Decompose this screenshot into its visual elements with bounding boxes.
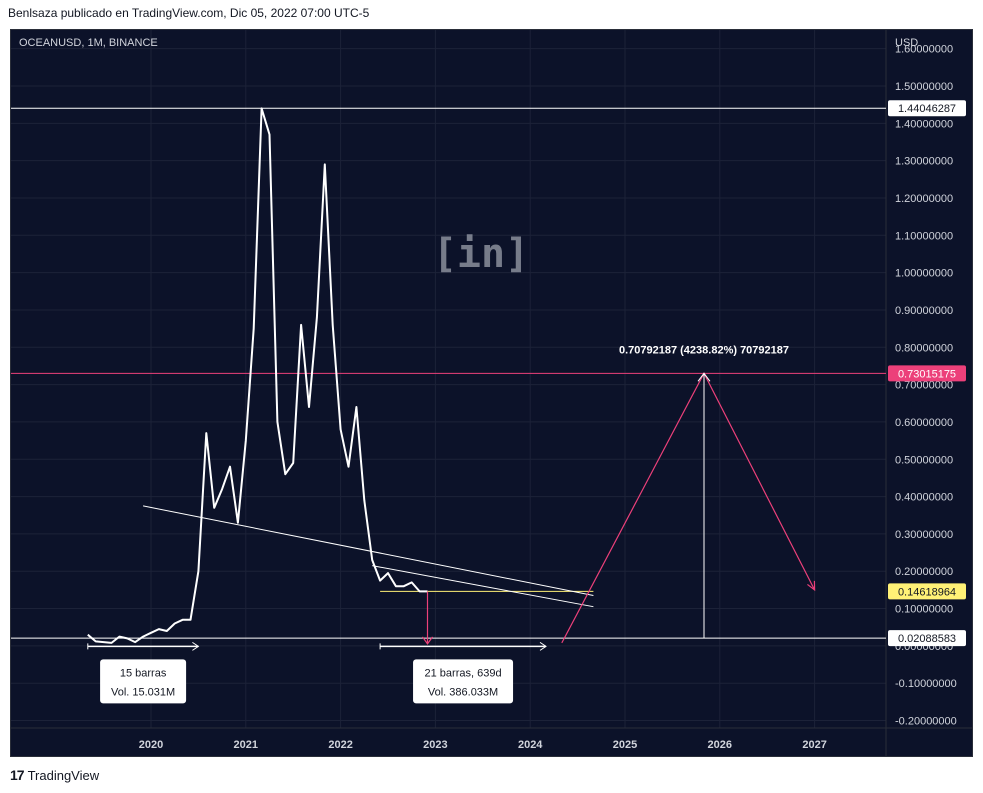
y-tick-label: 0.90000000 bbox=[895, 305, 953, 317]
y-tick-label: 0.50000000 bbox=[895, 454, 953, 466]
range-volume-label: Vol. 15.031M bbox=[111, 686, 175, 698]
price-tag-label: 1.44046287 bbox=[898, 103, 956, 115]
price-line-series bbox=[87, 107, 428, 644]
x-tick-label: 2024 bbox=[518, 739, 543, 751]
x-tick-label: 2021 bbox=[234, 739, 258, 751]
x-tick-label: 2022 bbox=[328, 739, 352, 751]
x-tick-label: 2020 bbox=[139, 739, 163, 751]
range-bars-label: 21 barras, 639d bbox=[425, 667, 502, 679]
y-tick-label: 1.50000000 bbox=[895, 81, 953, 93]
measure-label: 0.70792187 (4238.82%) 70792187 bbox=[619, 344, 789, 356]
grid bbox=[11, 30, 886, 728]
y-tick-label: -0.20000000 bbox=[895, 716, 957, 728]
down-arrow-head bbox=[422, 636, 433, 645]
price-tag-label: 0.73015175 bbox=[898, 368, 956, 380]
y-tick-label: 1.60000000 bbox=[895, 44, 953, 56]
tradingview-logo-icon: 17 bbox=[10, 767, 25, 783]
chart-symbol-title: OCEANUSD, 1M, BINANCE bbox=[19, 37, 158, 49]
range-info-box bbox=[100, 659, 187, 704]
chart-frame[interactable]: [in] OCEANUSD, 1M, BINANCE USD 1.60000000 1.… bbox=[10, 29, 973, 757]
tradingview-footer[interactable]: 17 TradingView bbox=[10, 767, 99, 783]
y-tick-label: -0.10000000 bbox=[895, 678, 957, 690]
x-tick-label: 2027 bbox=[802, 739, 826, 751]
trend-line bbox=[372, 565, 594, 608]
measure-arrow-head bbox=[697, 372, 711, 382]
y-tick-label: 1.20000000 bbox=[895, 193, 953, 205]
range-arrow-head bbox=[192, 641, 200, 651]
y-tick-label: 0.30000000 bbox=[895, 529, 953, 541]
y-tick-label: 0.10000000 bbox=[895, 604, 953, 616]
y-tick-label: 1.00000000 bbox=[895, 268, 953, 280]
price-tag bbox=[888, 630, 966, 647]
price-tag bbox=[888, 365, 966, 382]
tradingview-brand: TradingView bbox=[27, 767, 100, 783]
range-volume-label: Vol. 386.033M bbox=[428, 686, 498, 698]
trend-line bbox=[143, 505, 594, 596]
x-tick-label: 2025 bbox=[613, 739, 637, 751]
y-tick-label: 0.70000000 bbox=[895, 380, 953, 392]
projection-arrow-head bbox=[807, 580, 816, 592]
price-tag bbox=[888, 583, 966, 600]
x-tick-label: 2026 bbox=[708, 739, 732, 751]
y-tick-label: 0.60000000 bbox=[895, 417, 953, 429]
range-info-box bbox=[413, 659, 514, 704]
y-tick-label: 0.40000000 bbox=[895, 492, 953, 504]
y-tick-label: 0.20000000 bbox=[895, 566, 953, 578]
y-tick-label: 1.10000000 bbox=[895, 230, 953, 242]
projection-path bbox=[561, 371, 816, 644]
range-arrow-head bbox=[539, 641, 547, 651]
y-tick-label: 1.30000000 bbox=[895, 156, 953, 168]
currency-label: USD bbox=[895, 37, 918, 49]
publish-info: Benlsaza publicado en TradingView.com, D… bbox=[8, 6, 370, 20]
price-tag bbox=[888, 100, 966, 117]
price-tag-label: 0.14618964 bbox=[898, 586, 956, 598]
watermark-logo: [in] bbox=[433, 231, 529, 277]
y-tick-label: 1.40000000 bbox=[895, 118, 953, 130]
y-tick-label: 0.80000000 bbox=[895, 342, 953, 354]
range-bars-label: 15 barras bbox=[120, 667, 167, 679]
x-tick-label: 2023 bbox=[423, 739, 447, 751]
price-tag-label: 0.02088583 bbox=[898, 633, 956, 645]
